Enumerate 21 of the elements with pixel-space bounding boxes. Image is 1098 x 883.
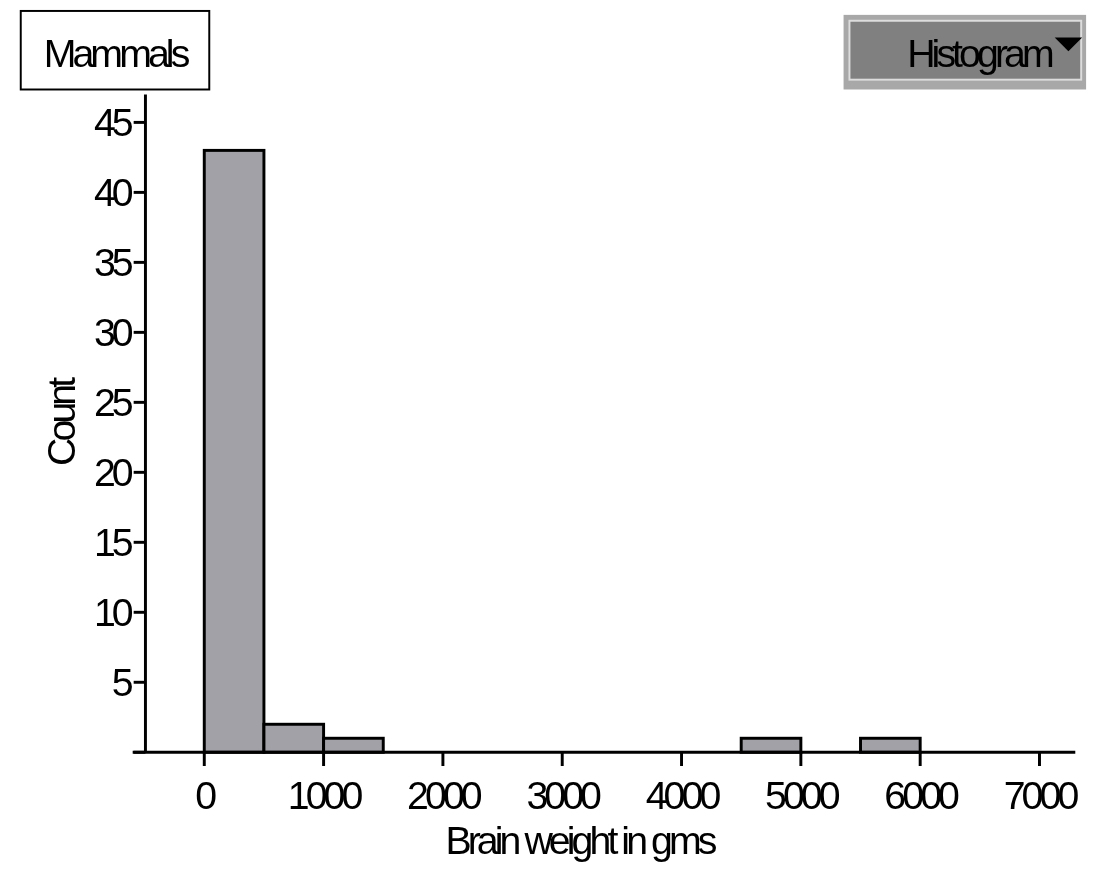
x-tick-label: 4000: [645, 773, 721, 818]
y-axis-title: Count: [38, 376, 83, 466]
y-tick-label: 30: [93, 310, 133, 355]
text: Histogram: [907, 30, 1053, 75]
y-tick-label: 5: [111, 660, 133, 705]
x-tick-label: 6000: [884, 773, 960, 818]
y-tick-label: 40: [93, 170, 133, 215]
y-tick-label: 10: [93, 590, 133, 635]
y-tick-label: 20: [93, 450, 133, 495]
x-axis-title: Brain weight in gms: [445, 818, 717, 863]
x-tick-label: 2000: [407, 773, 482, 818]
x-tick-label: 7000: [1003, 773, 1079, 818]
y-tick-label: 25: [93, 380, 133, 425]
x-tick-label: 0: [195, 773, 217, 818]
chart-title: Mammals: [43, 30, 190, 75]
x-tick-label: 5000: [765, 773, 840, 818]
x-tick-label: 3000: [526, 773, 602, 818]
y-tick-label: 15: [93, 520, 133, 565]
x-tick-label: 1000: [287, 773, 363, 818]
y-tick-label: 35: [93, 240, 133, 285]
y-tick-label: 45: [93, 100, 133, 145]
